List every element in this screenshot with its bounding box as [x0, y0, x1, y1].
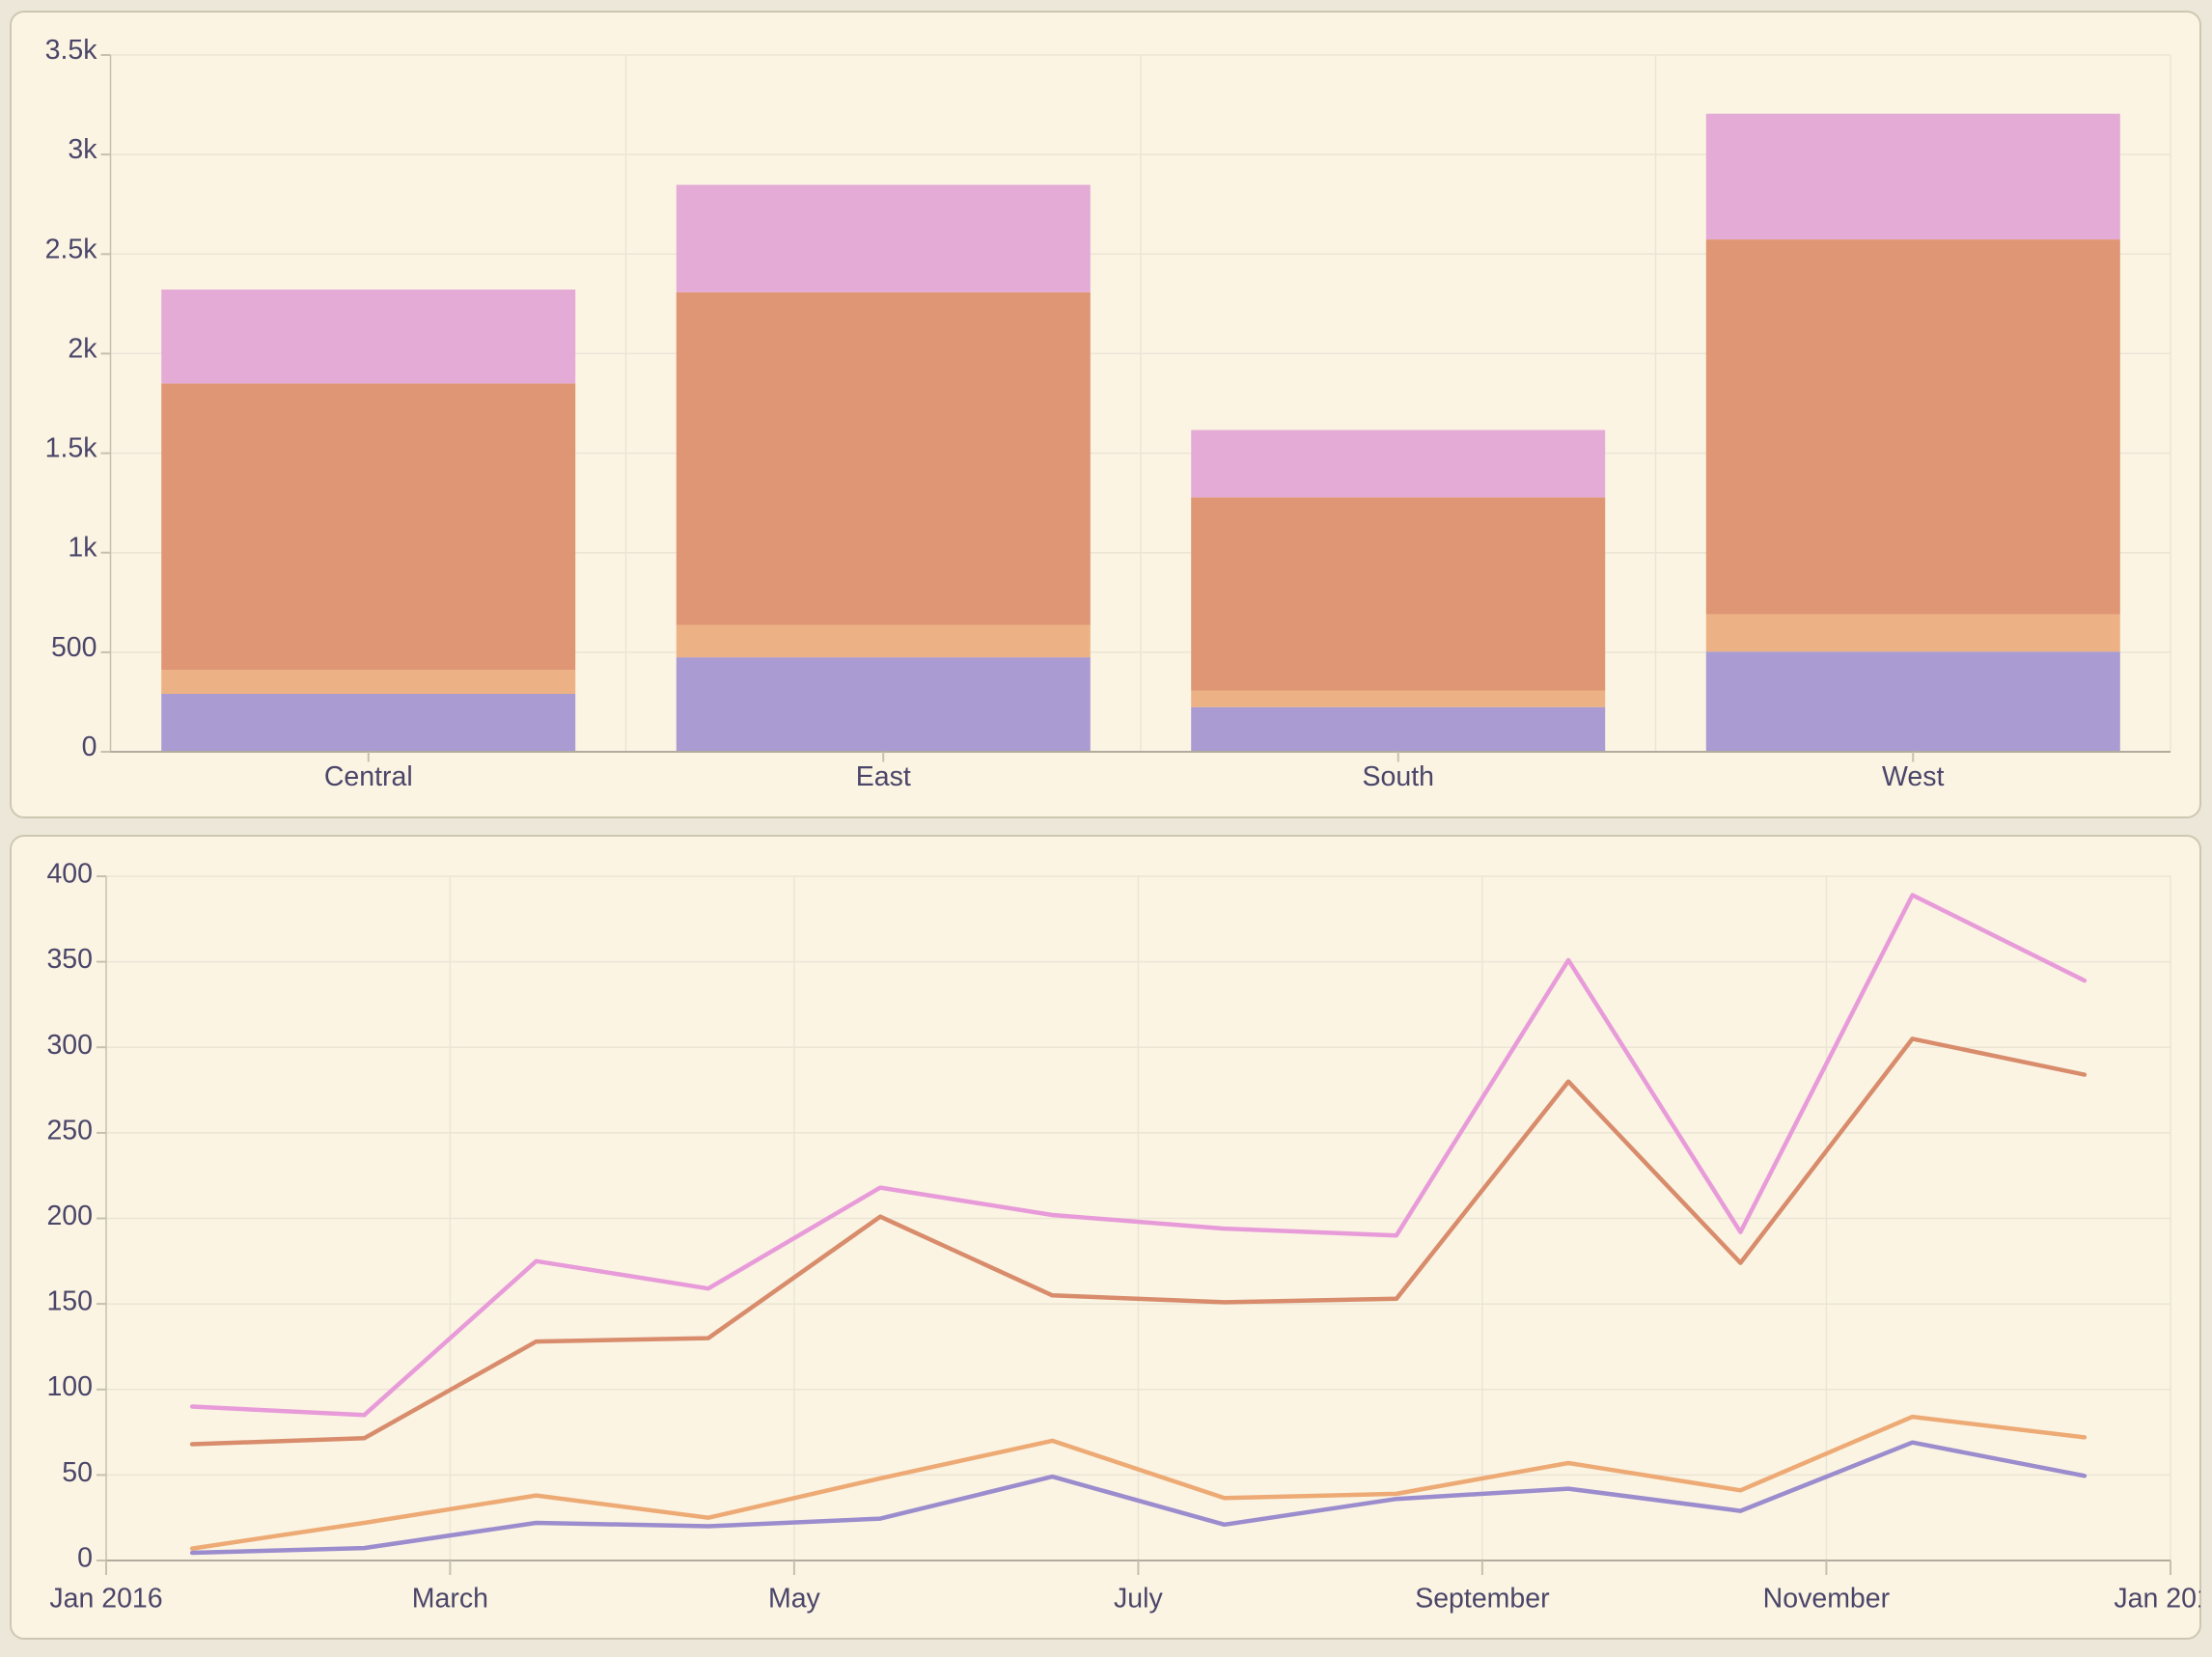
- svg-text:3k: 3k: [68, 134, 97, 165]
- svg-text:1.5k: 1.5k: [45, 433, 98, 464]
- svg-text:September: September: [1415, 1584, 1550, 1615]
- svg-text:250: 250: [46, 1115, 93, 1146]
- svg-text:0: 0: [77, 1543, 93, 1574]
- svg-text:400: 400: [46, 859, 93, 890]
- svg-text:50: 50: [62, 1457, 93, 1488]
- svg-text:0: 0: [82, 732, 97, 762]
- svg-text:March: March: [412, 1584, 488, 1615]
- svg-text:West: West: [1882, 761, 1944, 792]
- svg-text:November: November: [1763, 1584, 1891, 1615]
- svg-text:Central: Central: [324, 761, 413, 792]
- svg-text:South: South: [1363, 761, 1434, 792]
- svg-text:Jan 2016: Jan 2016: [49, 1584, 162, 1615]
- svg-text:1k: 1k: [68, 533, 97, 564]
- svg-text:3.5k: 3.5k: [45, 35, 98, 66]
- svg-text:East: East: [856, 761, 911, 792]
- svg-text:May: May: [768, 1584, 821, 1615]
- svg-text:100: 100: [46, 1371, 93, 1402]
- svg-text:150: 150: [46, 1286, 93, 1317]
- svg-text:350: 350: [46, 944, 93, 975]
- svg-text:Jan 2017: Jan 2017: [2114, 1584, 2212, 1615]
- svg-text:500: 500: [51, 632, 97, 663]
- svg-text:300: 300: [46, 1030, 93, 1061]
- svg-text:July: July: [1114, 1584, 1163, 1615]
- svg-text:200: 200: [46, 1201, 93, 1231]
- svg-text:2.5k: 2.5k: [45, 234, 98, 264]
- svg-text:2k: 2k: [68, 333, 97, 364]
